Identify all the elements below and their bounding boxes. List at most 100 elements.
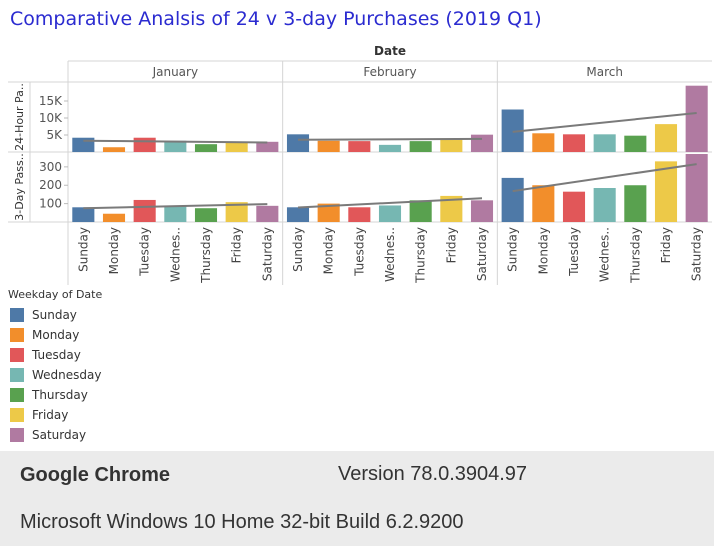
bar-february-monday [317,203,340,222]
x-tick-label: Thursday [199,227,213,284]
bar-february-tuesday [348,141,371,152]
x-tick-label: Wednes.. [383,227,397,282]
bar-february-saturday [470,134,494,152]
bar-march-tuesday [562,134,586,152]
x-tick-label: Sunday [76,227,90,272]
bar-february-thursday [409,141,432,152]
y-tick-label: 10K [39,111,63,125]
bar-february-friday [440,195,463,222]
x-tick-label: Sunday [291,227,305,272]
month-header-march: March [586,65,623,79]
y-tick-label: 5K [46,128,63,142]
legend-label: Thursday [32,388,88,402]
bar-february-wednesday [378,144,402,152]
bar-march-sunday [501,177,524,222]
legend-item[interactable]: Thursday [8,385,102,405]
bar-february-friday [440,138,463,152]
bar-march-monday [532,133,555,152]
bar-march-saturday [685,154,708,222]
month-header-february: February [363,65,416,79]
bar-february-monday [317,140,340,152]
trend-line-march [512,111,697,133]
legend-item[interactable]: Friday [8,405,102,425]
legend-swatch [10,428,24,442]
bar-january-saturday [256,205,279,222]
row-label: 24-Hour Pa.. [13,83,26,151]
bar-march-thursday [624,185,647,222]
legend-label: Friday [32,408,69,422]
bar-march-wednesday [593,134,616,152]
weekday-legend: Weekday of Date Sunday Monday Tuesday Wedne… [8,288,102,445]
x-tick-label: Thursday [628,227,642,284]
legend-swatch [10,348,24,362]
x-tick-label: Tuesday [138,227,152,277]
bar-january-sunday [72,207,95,222]
bar-january-friday [225,141,248,152]
page-title: Comparative Analsis of 24 v 3-day Purcha… [10,8,542,30]
bar-march-monday [532,185,555,222]
x-tick-label: Saturday [690,227,704,281]
row-label: 3-Day Pass.. [13,153,26,221]
y-tick-label: 100 [39,197,62,211]
legend-swatch [10,308,24,322]
x-tick-label: Tuesday [567,227,581,277]
bar-march-friday [654,124,678,152]
legend-label: Saturday [32,428,87,442]
x-tick-label: Friday [444,227,458,263]
bar-january-saturday [256,141,279,152]
comparison-bar-chart: Date January February March 24-Hour Pa.. 5K 10… [8,44,712,285]
browser-version: Version 78.0.3904.97 [338,463,528,485]
trend-line-january [83,139,268,144]
x-tick-label: Saturday [475,227,489,281]
legend-item[interactable]: Wednesday [8,365,102,385]
month-header-january: January [152,65,199,79]
browser-info-footer: Google Chrome Version 78.0.3904.97 Micro… [0,451,714,546]
trend-line-january [83,203,268,210]
x-tick-label: Friday [659,227,673,263]
x-tick-label: Sunday [506,227,520,272]
y-tick-label: 300 [39,160,62,174]
bar-march-thursday [624,135,647,152]
legend-item[interactable]: Tuesday [8,345,102,365]
x-tick-label: Tuesday [352,227,366,277]
os-info: Microsoft Windows 10 Home 32-bit Build 6… [20,511,464,533]
browser-name: Google Chrome [20,464,171,486]
legend-swatch [10,368,24,382]
bar-march-saturday [685,85,708,152]
bar-january-thursday [194,208,218,222]
legend-items: Sunday Monday Tuesday Wednesday Thursday Frid… [8,305,102,445]
x-tick-label: Monday [536,227,550,274]
bar-march-tuesday [562,191,586,222]
x-tick-label: Thursday [414,227,428,284]
bar-january-wednesday [164,205,187,222]
bar-january-monday [102,213,126,222]
x-tick-label: Wednes.. [168,227,182,282]
x-tick-label: Wednes.. [598,227,612,282]
bar-january-tuesday [133,199,156,222]
trend-line-february [297,137,483,141]
legend-swatch [10,388,24,402]
legend-item[interactable]: Sunday [8,305,102,325]
legend-title: Weekday of Date [8,288,103,301]
legend-label: Sunday [32,308,77,322]
bar-march-friday [654,161,678,222]
legend-label: Monday [32,328,80,342]
x-tick-label: Saturday [260,227,274,281]
bar-january-monday [102,147,126,152]
bar-february-thursday [409,200,432,222]
bar-january-thursday [194,144,218,152]
bar-january-tuesday [133,137,156,152]
legend-label: Tuesday [32,348,81,362]
legend-item[interactable]: Monday [8,325,102,345]
y-tick-label: 200 [39,178,62,192]
legend-label: Wednesday [32,368,102,382]
legend-swatch [10,408,24,422]
bar-february-wednesday [378,205,402,222]
x-tick-label: Friday [230,227,244,263]
legend-item[interactable]: Saturday [8,425,102,445]
bar-february-sunday [286,134,310,152]
legend-swatch [10,328,24,342]
header-title: Date [374,44,406,58]
x-tick-label: Monday [322,227,336,274]
x-tick-label: Monday [107,227,121,274]
